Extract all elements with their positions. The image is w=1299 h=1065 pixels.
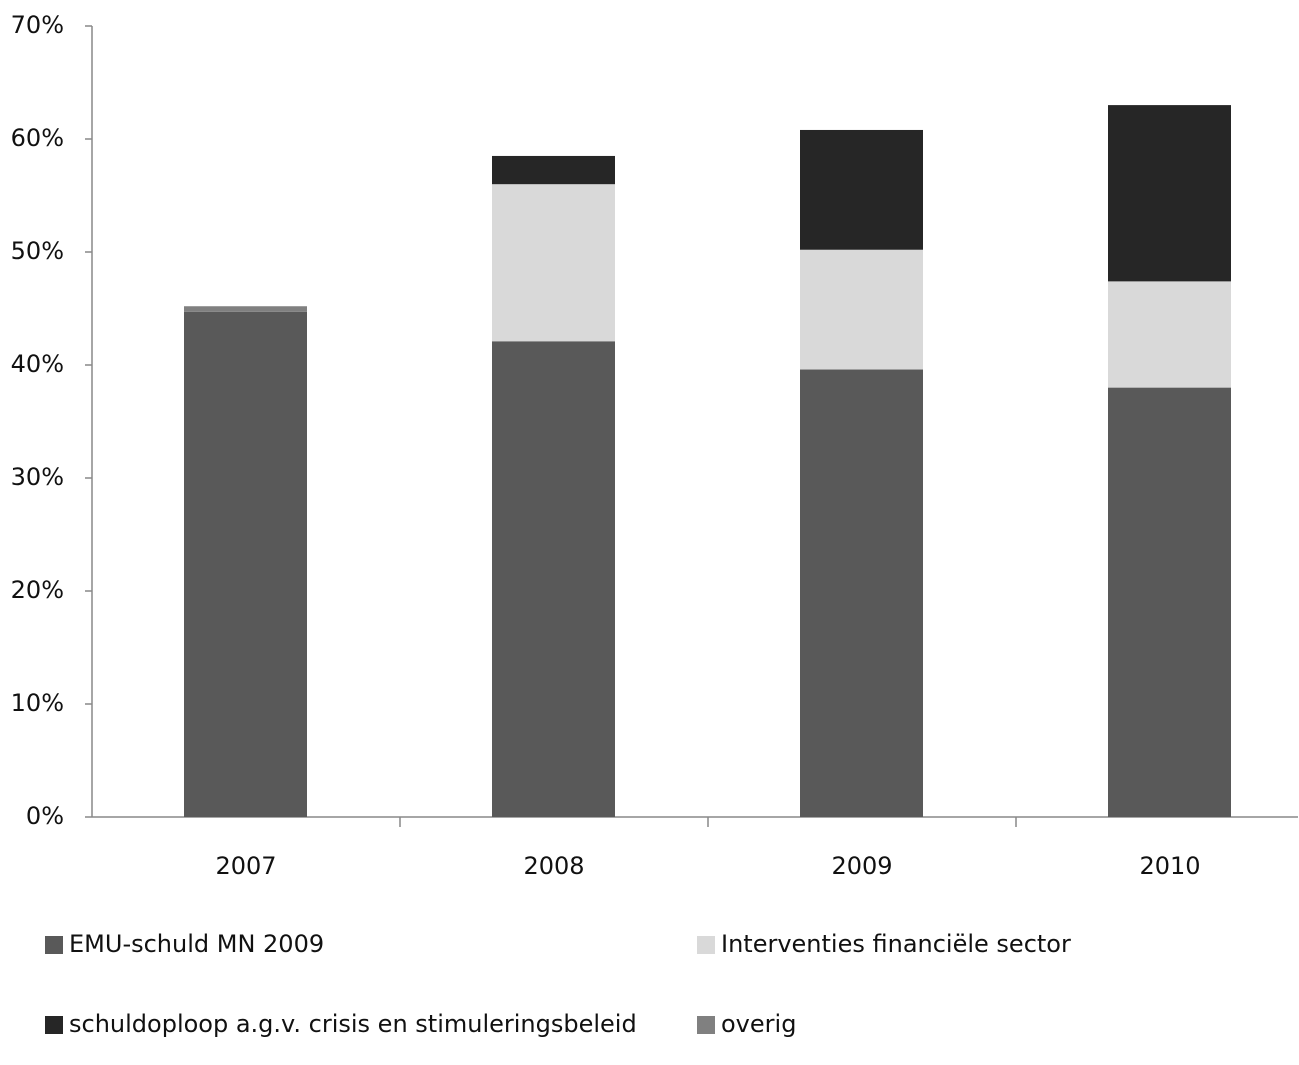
y-tick-label: 30% <box>11 463 64 491</box>
legend-label: EMU-schuld MN 2009 <box>69 930 324 958</box>
bar-segment <box>800 129 923 250</box>
bar-segment <box>492 341 615 817</box>
bar-segment <box>492 155 615 185</box>
y-tick-label: 70% <box>11 11 64 39</box>
bar-segment <box>1108 281 1231 388</box>
x-tick-label: 2008 <box>523 852 584 880</box>
y-tick-label: 40% <box>11 350 64 378</box>
bar-segment <box>1108 387 1231 817</box>
legend-swatch <box>45 936 63 954</box>
bar-segment <box>800 369 923 817</box>
y-tick-label: 0% <box>26 802 64 830</box>
legend-label: Interventies financiële sector <box>721 930 1071 958</box>
bar-segment <box>492 184 615 342</box>
y-tick-label: 50% <box>11 237 64 265</box>
y-tick-label: 60% <box>11 124 64 152</box>
bar-segment <box>184 311 307 817</box>
legend-swatch <box>697 1016 715 1034</box>
legend-swatch <box>697 936 715 954</box>
legend-swatch <box>45 1016 63 1034</box>
bar-segment <box>1108 105 1231 282</box>
x-tick-label: 2010 <box>1139 852 1200 880</box>
x-tick-label: 2009 <box>831 852 892 880</box>
legend-label: overig <box>721 1010 796 1038</box>
bar-segment <box>184 306 307 312</box>
y-tick-label: 10% <box>11 689 64 717</box>
x-tick-label: 2007 <box>215 852 276 880</box>
y-tick-label: 20% <box>11 576 64 604</box>
bar-segment <box>800 249 923 370</box>
legend-label: schuldoploop a.g.v. crisis en stimulerin… <box>69 1010 637 1038</box>
